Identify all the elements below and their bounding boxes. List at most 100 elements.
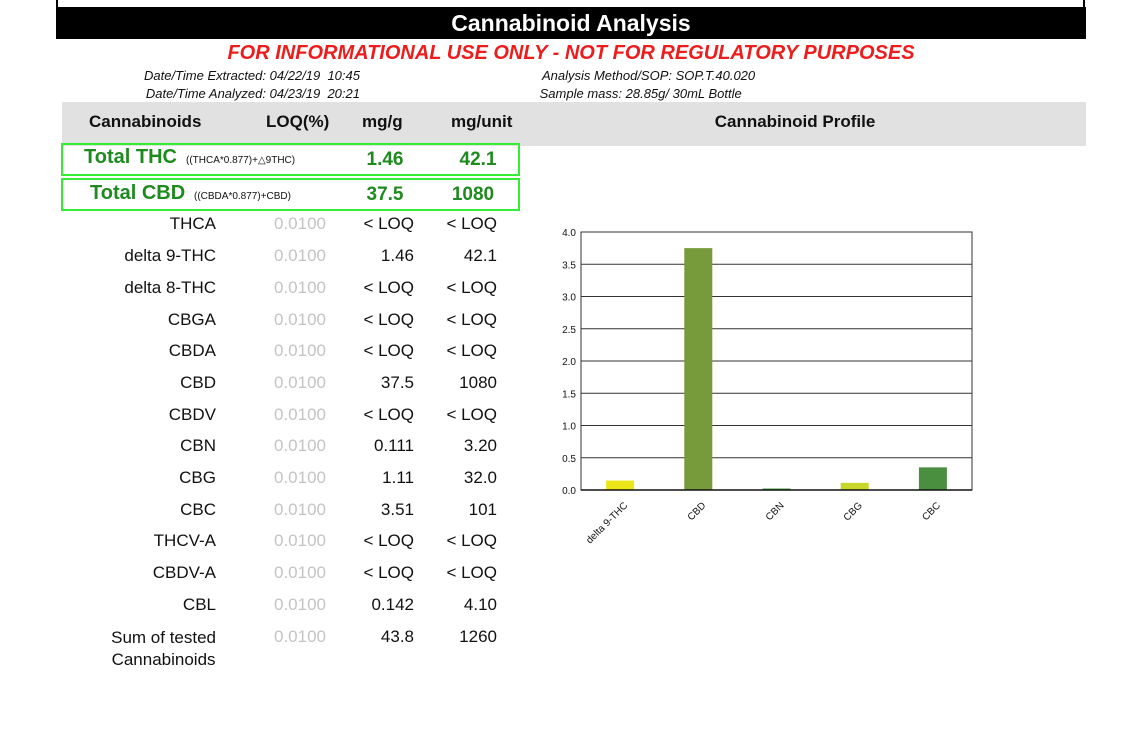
analyzed-label: Date/Time Analyzed: [145,86,266,101]
row-mg-unit: < LOQ [446,405,497,424]
total-thc-label: Total THC [84,146,177,168]
row-mg-unit: 3.20 [463,436,497,455]
table-row-cbg: CBG 0.0100 1.11 32.0 [0,468,530,498]
row-mg-g: < LOQ [363,214,414,233]
row-loq: 0.0100 [274,436,326,455]
row-mg-g: < LOQ [363,405,414,424]
mass-value: 28.85g/ 30mL Bottle [625,86,742,101]
row-loq: 0.0100 [274,278,326,297]
x-tick-label: CBG [842,500,865,523]
analyzed-meta: Date/Time Analyzed: 04/23/19 20:21 [100,86,400,102]
x-tick-label: CBN [764,500,787,523]
method-meta: Analysis Method/SOP: SOP.T.40.020 [520,68,840,84]
row-mg-unit: < LOQ [446,214,497,233]
row-mg-unit: 4.10 [463,595,497,614]
y-tick-label: 2.0 [562,357,576,368]
x-tick-label: delta 9-THC [584,500,630,546]
table-row-thca: THCA 0.0100 < LOQ < LOQ [0,214,530,244]
mass-label: Sample mass: [539,86,622,101]
table-row-thcva: THCV-A 0.0100 < LOQ < LOQ [0,531,530,561]
report-title: Cannabinoid Analysis [56,7,1086,39]
row-name: delta 9-THC [124,246,216,265]
row-mg-unit: 1260 [459,627,497,646]
row-name: CBDA [168,341,216,360]
row-loq: 0.0100 [274,595,326,614]
row-mg-g: 0.111 [373,436,414,455]
table-row-cbc: CBC 0.0100 3.51 101 [0,500,530,530]
row-mg-g: 3.51 [380,500,414,519]
x-tick-label: CBD [686,500,709,523]
total-thc-formula: ((THCA*0.877)+△9THC) [186,155,296,166]
row-name: CBD [180,373,216,392]
bar-cbg [840,482,869,490]
total-thc-box [61,143,520,176]
row-mg-unit: < LOQ [446,563,497,582]
row-mg-unit: 42.1 [463,246,497,265]
table-row-delta9thc: delta 9-THC 0.0100 1.46 42.1 [0,246,530,276]
row-name: CBL [182,595,216,614]
regulatory-warning: FOR INFORMATIONAL USE ONLY - NOT FOR REG… [227,42,915,64]
row-loq: 0.0100 [274,246,326,265]
row-mg-g: < LOQ [363,310,414,329]
row-mg-g: < LOQ [363,531,414,550]
table-row-cbl: CBL 0.0100 0.142 4.10 [0,595,530,625]
table-row-cbn: CBN 0.0100 0.111 3.20 [0,436,530,466]
row-loq: 0.0100 [274,500,326,519]
page-frame-right [1083,0,1085,8]
y-tick-label: 3.5 [562,260,576,271]
extracted-meta: Date/Time Extracted: 04/22/19 10:45 [100,68,400,84]
col-header-mg-unit: mg/unit [451,112,513,131]
row-mg-unit: < LOQ [446,278,497,297]
page-frame-left [56,0,58,8]
y-tick-label: 2.5 [562,325,576,336]
y-tick-label: 1.0 [562,422,576,433]
extracted-value: 04/22/19 10:45 [269,68,360,83]
table-row-cbdva: CBDV-A 0.0100 < LOQ < LOQ [0,563,530,593]
row-mg-g: 1.46 [380,246,414,265]
y-tick-label: 0.0 [562,486,576,497]
row-name: CBC [180,500,216,519]
bar-delta-9-thc [606,480,635,490]
method-label: Analysis Method/SOP: [541,68,672,83]
total-thc-mg-g: 1.46 [366,149,404,170]
row-name: THCA [169,214,216,233]
row-mg-unit: < LOQ [446,341,497,360]
row-name: Sum of tested Cannabinoids [111,627,216,671]
row-mg-unit: 32.0 [463,468,497,487]
row-loq: 0.0100 [274,341,326,360]
cannabinoid-profile-chart: 0.0 0.5 1.0 1.5 2.0 2.5 3.0 3.5 4.0 delta 9-THC CB… [562,228,973,546]
analyzed-value: 04/23/19 20:21 [269,86,360,101]
x-tick-label: CBC [920,500,943,523]
row-loq: 0.0100 [274,563,326,582]
y-tick-label: 1.5 [562,389,576,400]
row-loq: 0.0100 [274,310,326,329]
table-row-delta8thc: delta 8-THC 0.0100 < LOQ < LOQ [0,278,530,308]
row-name: CBN [180,436,216,455]
y-tick-label: 0.5 [562,454,576,465]
mass-meta: Sample mass: 28.85g/ 30mL Bottle [520,86,840,102]
row-mg-g: < LOQ [363,278,414,297]
col-header-mg-g: mg/g [362,112,403,131]
row-mg-unit: 1080 [459,373,497,392]
row-name: CBDV [168,405,216,424]
row-mg-g: < LOQ [363,341,414,360]
profile-title: Cannabinoid Profile [714,112,876,131]
row-mg-g: 37.5 [380,373,414,392]
total-cbd-label: Total CBD [90,182,186,204]
table-row-sum: Sum of tested Cannabinoids 0.0100 43.8 1… [0,627,530,675]
table-row-cbda: CBDA 0.0100 < LOQ < LOQ [0,341,530,371]
table-row-cbd: CBD 0.0100 37.5 1080 [0,373,530,403]
total-thc-mg-unit: 42.1 [459,149,497,170]
y-tick-label: 3.0 [562,293,576,304]
row-mg-unit: 101 [468,500,497,519]
row-loq: 0.0100 [274,531,326,550]
table-row-cbga: CBGA 0.0100 < LOQ < LOQ [0,310,530,340]
bar-cbd [684,248,713,490]
row-mg-unit: < LOQ [446,310,497,329]
row-name: delta 8-THC [124,278,216,297]
row-mg-g: 43.8 [380,627,414,646]
extracted-label: Date/Time Extracted: [144,68,266,83]
row-mg-unit: < LOQ [446,531,497,550]
sum-label-line1: Sum of tested [111,628,216,647]
total-cbd-formula: ((CBDA*0.877)+CBD) [194,191,291,202]
